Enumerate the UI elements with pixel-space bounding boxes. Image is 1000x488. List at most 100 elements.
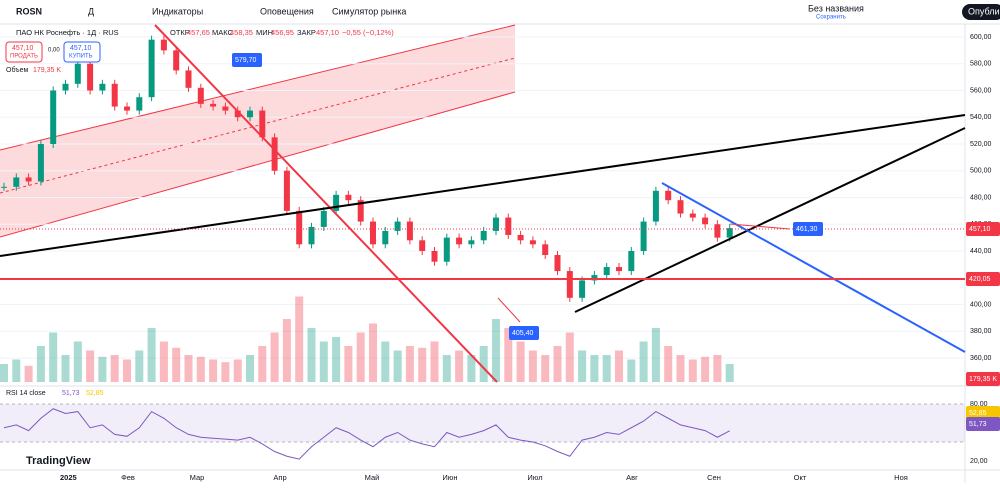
volume-bar <box>344 346 353 382</box>
y-tick-label: 560,00 <box>970 87 992 94</box>
legend-text: МАКС <box>212 28 234 37</box>
month-label: Апр <box>273 473 286 482</box>
legend-text: ПАО НК Роснефть · 1Д · RUS <box>16 28 119 37</box>
replay[interactable]: Симулятор рынка <box>332 6 406 16</box>
rsi-ma-axis: 52,85 <box>969 410 987 417</box>
month-label: Июн <box>442 473 457 482</box>
volume-bar <box>233 359 242 382</box>
month-label: Мар <box>190 473 205 482</box>
month-label: Фев <box>121 473 135 482</box>
candle <box>443 237 450 262</box>
volume-bar <box>307 328 316 382</box>
month-label: Окт <box>794 473 807 482</box>
candle <box>308 226 315 245</box>
rsi-ma-axis-bg <box>966 406 1000 420</box>
y-tick-label: 580,00 <box>970 61 992 68</box>
candle <box>160 39 167 51</box>
volume-bar <box>602 355 611 382</box>
candle <box>480 230 487 241</box>
candle <box>616 267 622 272</box>
volume-bar <box>713 355 722 382</box>
indicators[interactable]: Индикаторы <box>152 6 203 16</box>
rsi-line <box>3 408 730 460</box>
volume-bar <box>516 341 525 382</box>
volume-bar <box>725 364 734 382</box>
volume-bar <box>159 341 168 382</box>
legend-text: МИН <box>256 28 273 37</box>
volume-bar <box>664 346 673 382</box>
sell-button <box>5 41 43 63</box>
candle <box>210 103 217 107</box>
volume-bar <box>492 319 500 382</box>
volume-bar <box>356 332 365 382</box>
level-price: 420,05 <box>969 276 991 283</box>
y-tick-label: 520,00 <box>970 141 992 148</box>
y-tick-label: 360,00 <box>970 355 992 362</box>
level-price-bg <box>966 272 1000 286</box>
layout-name[interactable]: Без названия <box>808 3 864 13</box>
rsi-label: RSI 14 close <box>6 390 46 397</box>
rsi-tick: 80,00 <box>970 401 988 408</box>
volume-bar <box>442 355 451 382</box>
candle <box>394 221 401 231</box>
volume-bar <box>615 350 623 382</box>
sell-price: 457,10 <box>12 45 34 52</box>
buy-button <box>63 41 101 63</box>
volume-label: Объем <box>6 66 28 74</box>
volume-bar <box>270 332 279 382</box>
volume-bar <box>405 346 414 382</box>
volume-bar <box>282 319 291 382</box>
volume-bar <box>528 350 537 382</box>
channel-mid <box>0 57 516 194</box>
candle <box>62 83 69 91</box>
alerts[interactable]: Оповещения <box>260 6 314 16</box>
low-marker: 405,40 <box>512 330 534 337</box>
volume-bar <box>123 359 131 382</box>
rsi-value-axis: 51,73 <box>969 421 987 428</box>
target-badge: 461,30 <box>796 226 818 233</box>
volume-bar <box>73 341 82 382</box>
volume-bar <box>12 359 21 382</box>
candle <box>234 110 241 118</box>
publish-button[interactable] <box>962 4 1000 20</box>
candle <box>37 144 44 182</box>
volume-bar <box>418 347 427 382</box>
volume-bar <box>319 341 328 382</box>
volume-bar <box>332 337 341 382</box>
candle <box>677 200 684 214</box>
legend-text: 457,10 <box>316 28 339 37</box>
candle <box>591 275 598 281</box>
y-tick-label: 440,00 <box>970 248 992 255</box>
spread: 0,00 <box>48 48 60 54</box>
y-tick-label: 380,00 <box>970 328 992 335</box>
candle <box>554 255 561 272</box>
y-tick-label: 400,00 <box>970 301 992 308</box>
month-label: Июл <box>527 473 542 482</box>
volume-bar <box>639 341 648 382</box>
candle <box>493 217 499 231</box>
buy-label: КУПИТЬ <box>69 54 93 60</box>
volume-bar <box>172 347 181 382</box>
symbol[interactable]: ROSN <box>16 6 42 16</box>
y-tick-label: 480,00 <box>970 194 992 201</box>
candle <box>271 137 278 171</box>
month-label: Авг <box>626 473 638 482</box>
high-marker-bg <box>232 53 262 67</box>
interval[interactable]: Д <box>88 6 94 16</box>
candle <box>333 194 340 211</box>
volume-bar <box>381 341 390 382</box>
volume-bar <box>209 359 218 382</box>
rsi-tick: 20,00 <box>970 458 988 465</box>
candle <box>665 190 672 201</box>
volume-bar <box>701 356 710 382</box>
candle <box>542 244 549 256</box>
publish-label[interactable]: Опублик <box>968 6 1000 16</box>
candle <box>74 63 81 84</box>
candle <box>124 106 130 111</box>
volume-bar <box>627 359 636 382</box>
trend-line <box>574 127 966 313</box>
sell-label: ПРОДАТЬ <box>10 54 38 60</box>
legend-text: −0,55 (−0,12%) <box>342 28 394 37</box>
volume-bar <box>295 296 304 382</box>
